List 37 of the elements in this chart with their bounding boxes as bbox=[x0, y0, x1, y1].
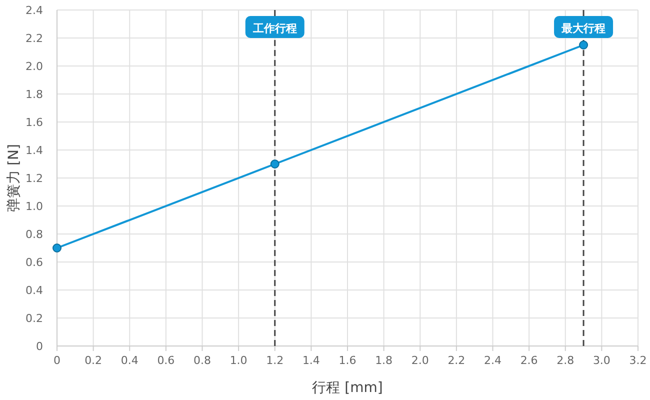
y-tick-label: 0.6 bbox=[26, 256, 43, 269]
x-tick-label: 2.6 bbox=[520, 354, 538, 367]
point bbox=[52, 244, 62, 252]
x-tick-label: 3.2 bbox=[629, 354, 647, 367]
y-tick-label: 2.4 bbox=[26, 4, 43, 17]
y-tick-label: 0 bbox=[36, 340, 43, 353]
x-tick-label: 1.2 bbox=[266, 354, 284, 367]
y-tick-label: 2.2 bbox=[26, 32, 43, 45]
y-tick-label: 1.2 bbox=[26, 172, 43, 185]
x-tick-label: 1.4 bbox=[302, 354, 320, 367]
y-tick-label: 1.8 bbox=[26, 88, 43, 101]
point bbox=[270, 160, 280, 168]
x-tick-label: 0 bbox=[54, 354, 60, 367]
x-tick-label: 3.0 bbox=[592, 354, 610, 367]
ref-line-label: 最大行程 bbox=[560, 22, 606, 35]
y-tick-label: 0.2 bbox=[26, 312, 43, 325]
y-tick-label: 1.0 bbox=[26, 200, 43, 213]
x-tick-label: 2.4 bbox=[484, 354, 502, 367]
x-tick-label: 0.2 bbox=[84, 354, 102, 367]
x-tick-label: 0.6 bbox=[157, 354, 175, 367]
ref-line-label: 工作行程 bbox=[252, 22, 297, 35]
y-tick-label: 1.4 bbox=[26, 144, 43, 157]
y-tick-label: 0.4 bbox=[26, 284, 43, 297]
y-tick-label: 2.0 bbox=[26, 60, 43, 73]
x-tick-label: 2.8 bbox=[556, 354, 574, 367]
x-tick-label: 0.4 bbox=[120, 354, 138, 367]
x-tick-label: 1.8 bbox=[375, 354, 393, 367]
x-tick-label: 2.0 bbox=[411, 354, 429, 367]
x-tick-label: 1.6 bbox=[338, 354, 356, 367]
x-tick-label: 0.8 bbox=[194, 354, 211, 367]
point bbox=[579, 40, 588, 50]
y-axis-title: 弹簧力 [N] bbox=[6, 144, 22, 212]
x-axis-title: 行程 [mm] bbox=[312, 380, 383, 396]
x-tick-label: 2.2 bbox=[448, 354, 466, 367]
y-tick-label: 0.8 bbox=[26, 228, 43, 241]
y-tick-label: 1.6 bbox=[26, 116, 43, 129]
x-tick-label: 1.0 bbox=[230, 354, 248, 367]
